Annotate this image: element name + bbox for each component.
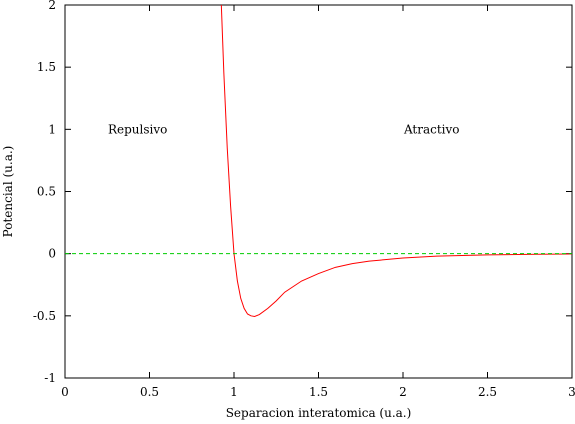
x-tick-label: 1.5 xyxy=(309,385,328,399)
region-annotation: Repulsivo xyxy=(108,122,167,136)
y-tick-label: 0.5 xyxy=(37,185,56,199)
x-axis-label: Separacion interatomica (u.a.) xyxy=(226,406,412,420)
y-axis-label: Potencial (u.a.) xyxy=(1,146,15,238)
x-tick-label: 3 xyxy=(568,385,575,399)
y-tick-label: 1.5 xyxy=(37,60,56,74)
y-tick-label: -1 xyxy=(44,371,56,385)
y-tick-label: 1 xyxy=(48,122,56,136)
x-tick-label: 2 xyxy=(399,385,407,399)
y-tick-label: -0.5 xyxy=(33,309,56,323)
x-tick-label: 1 xyxy=(230,385,238,399)
y-tick-label: 0 xyxy=(48,247,56,261)
x-tick-label: 0 xyxy=(61,385,69,399)
x-tick-label: 0.5 xyxy=(140,385,159,399)
y-tick-label: 2 xyxy=(48,0,56,12)
potential-curve xyxy=(220,5,572,317)
region-annotation: Atractivo xyxy=(403,122,460,136)
x-tick-label: 2.5 xyxy=(478,385,497,399)
plot-frame xyxy=(64,4,573,379)
